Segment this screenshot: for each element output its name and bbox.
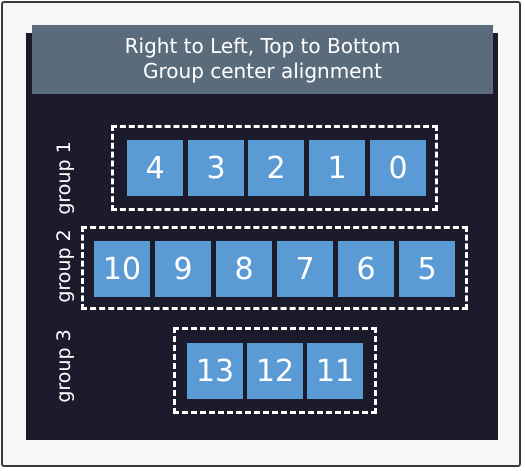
- group-3-item: 12: [247, 343, 303, 399]
- group-1-box: [111, 125, 438, 211]
- group-3-item: 13: [187, 343, 243, 399]
- group-2-item: 10: [94, 241, 150, 297]
- title-line-1: Right to Left, Top to Bottom: [124, 34, 401, 58]
- group-1-item: 3: [188, 140, 244, 196]
- group-3-box: [173, 327, 377, 414]
- group-1-label: group 1: [53, 141, 75, 215]
- group-1-item: 0: [370, 140, 426, 196]
- group-2-label: group 2: [53, 229, 75, 303]
- group-1-item: 2: [248, 140, 304, 196]
- group-2-item: 7: [277, 241, 333, 297]
- title-line-2: Group center alignment: [143, 59, 382, 83]
- group-2-item: 6: [338, 241, 394, 297]
- group-3-label: group 3: [53, 329, 75, 403]
- group-2-item: 9: [155, 241, 211, 297]
- diagram-title: Right to Left, Top to Bottom Group cente…: [32, 25, 493, 94]
- group-1-item: 1: [309, 140, 365, 196]
- group-3-item: 11: [307, 343, 363, 399]
- group-2-item: 8: [216, 241, 272, 297]
- group-2-item: 5: [399, 241, 455, 297]
- group-2-box: [81, 226, 468, 310]
- group-1-item: 4: [127, 140, 183, 196]
